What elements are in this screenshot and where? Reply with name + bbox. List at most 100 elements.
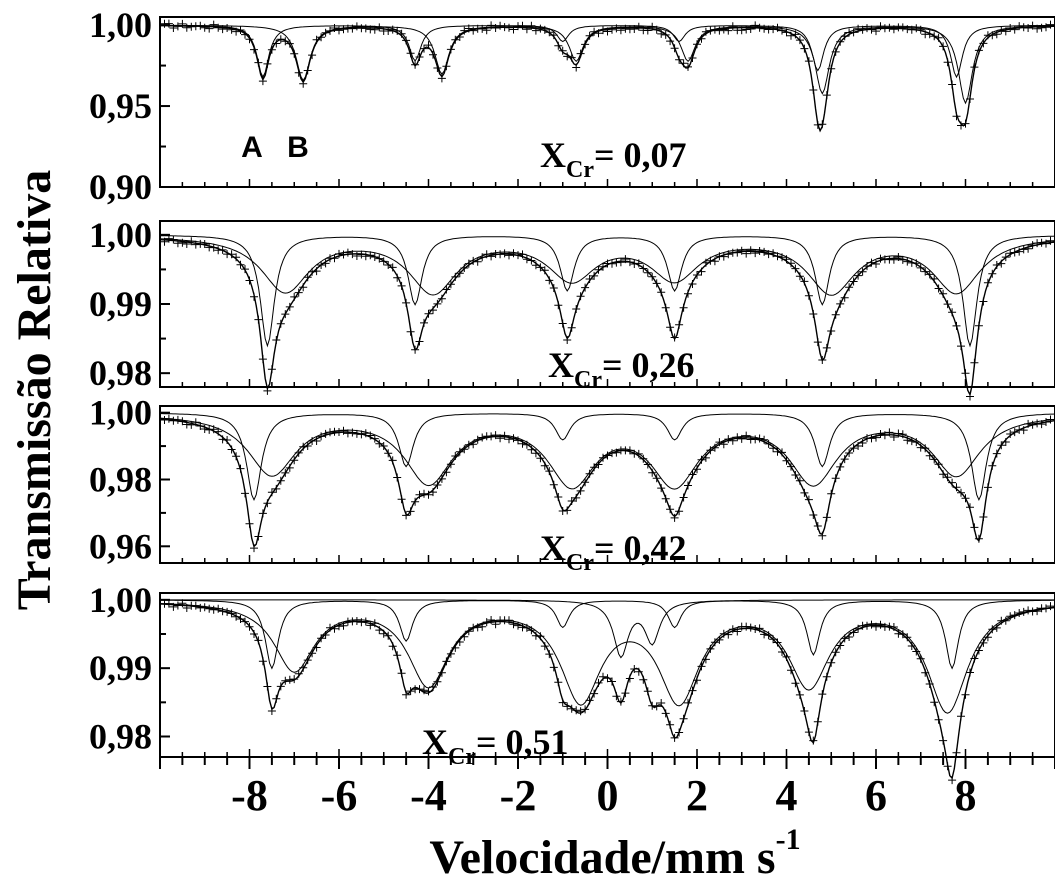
data-point <box>943 473 952 482</box>
data-point <box>594 678 603 687</box>
data-point <box>581 478 590 487</box>
data-point <box>375 254 384 263</box>
data-point <box>263 682 272 691</box>
data-point <box>974 321 983 330</box>
data-point <box>979 39 988 48</box>
data-point <box>424 687 433 696</box>
data-point <box>661 494 670 503</box>
data-point <box>773 447 782 456</box>
data-point <box>549 663 558 672</box>
data-point <box>487 21 496 30</box>
data-point <box>308 649 317 658</box>
data-point <box>455 447 464 456</box>
data-point <box>505 616 513 625</box>
data-point <box>384 449 393 458</box>
data-point <box>232 612 241 621</box>
data-point <box>791 30 800 39</box>
data-point <box>845 449 854 457</box>
data-point <box>442 62 451 71</box>
data-point <box>518 439 527 448</box>
data-point <box>348 24 357 33</box>
data-point <box>867 620 876 629</box>
data-point <box>925 30 934 39</box>
data-point <box>724 435 733 444</box>
data-point <box>245 35 254 44</box>
panel-1-subspectrum-1 <box>160 24 1055 79</box>
data-point <box>200 240 209 248</box>
data-point <box>612 448 621 457</box>
data-point <box>813 522 822 530</box>
data-point <box>258 509 267 518</box>
data-point <box>536 24 545 33</box>
panel-2-composition-label: XCr= 0,26 <box>548 345 695 393</box>
data-point <box>576 707 585 716</box>
data-point <box>424 490 433 499</box>
data-point <box>317 261 326 269</box>
data-point <box>285 302 294 311</box>
data-point <box>388 25 397 34</box>
data-point <box>375 439 384 448</box>
data-point <box>795 690 804 699</box>
data-point <box>335 428 343 436</box>
data-point <box>196 21 205 30</box>
data-point <box>782 456 791 465</box>
data-point <box>299 283 308 292</box>
data-point <box>290 675 299 684</box>
data-point <box>464 627 473 636</box>
data-point <box>719 25 728 34</box>
data-point <box>496 21 505 30</box>
data-point <box>795 36 804 45</box>
data-point <box>572 706 581 715</box>
data-point <box>250 630 258 638</box>
panel-4-data-points <box>160 599 1055 785</box>
data-point <box>437 294 446 303</box>
data-point <box>822 343 831 352</box>
data-point <box>858 25 867 34</box>
data-point <box>554 493 563 501</box>
data-point <box>455 33 464 41</box>
data-point <box>657 699 666 707</box>
data-point <box>854 442 863 450</box>
data-point <box>545 28 554 37</box>
data-point <box>379 257 388 266</box>
data-point <box>509 620 518 629</box>
data-point <box>406 49 415 58</box>
data-point <box>943 762 952 771</box>
x-tick-label: 6 <box>865 771 887 820</box>
data-point <box>330 624 339 633</box>
panel-2-subspectrum-1 <box>160 235 1055 348</box>
data-point <box>182 240 191 248</box>
data-point <box>223 24 232 32</box>
data-point <box>254 315 263 324</box>
data-point <box>970 358 979 367</box>
data-point <box>661 303 670 312</box>
data-point <box>191 418 200 427</box>
data-point <box>227 445 236 454</box>
data-point <box>724 630 733 639</box>
data-point <box>1019 23 1028 32</box>
data-point <box>948 80 957 89</box>
x-tick-label: -6 <box>321 771 358 820</box>
data-point <box>500 23 509 32</box>
data-point <box>643 687 652 696</box>
panel-4: 1,00 0,99 0,98 XCr= 0,51 <box>89 580 1055 785</box>
data-point <box>258 355 267 364</box>
data-point <box>455 638 464 646</box>
data-point <box>581 40 590 49</box>
data-point <box>429 683 437 691</box>
data-point <box>1046 236 1055 245</box>
data-point <box>1028 21 1037 30</box>
data-point <box>939 42 948 51</box>
data-point <box>912 259 921 268</box>
data-point <box>724 250 733 259</box>
data-point <box>294 448 303 457</box>
data-point <box>214 23 223 32</box>
data-point <box>330 254 339 263</box>
data-point <box>500 431 509 440</box>
data-point <box>1024 24 1033 32</box>
data-point <box>1033 607 1042 616</box>
data-point <box>182 604 191 612</box>
data-point <box>491 620 500 629</box>
data-point <box>330 24 339 32</box>
data-point <box>397 669 406 678</box>
